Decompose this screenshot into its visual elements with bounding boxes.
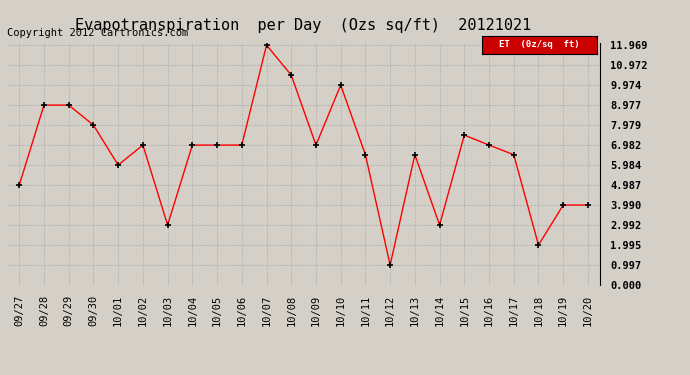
Text: Copyright 2012 Cartronics.com: Copyright 2012 Cartronics.com	[7, 28, 188, 38]
Title: Evapotranspiration  per Day  (Ozs sq/ft)  20121021: Evapotranspiration per Day (Ozs sq/ft) 2…	[75, 18, 532, 33]
